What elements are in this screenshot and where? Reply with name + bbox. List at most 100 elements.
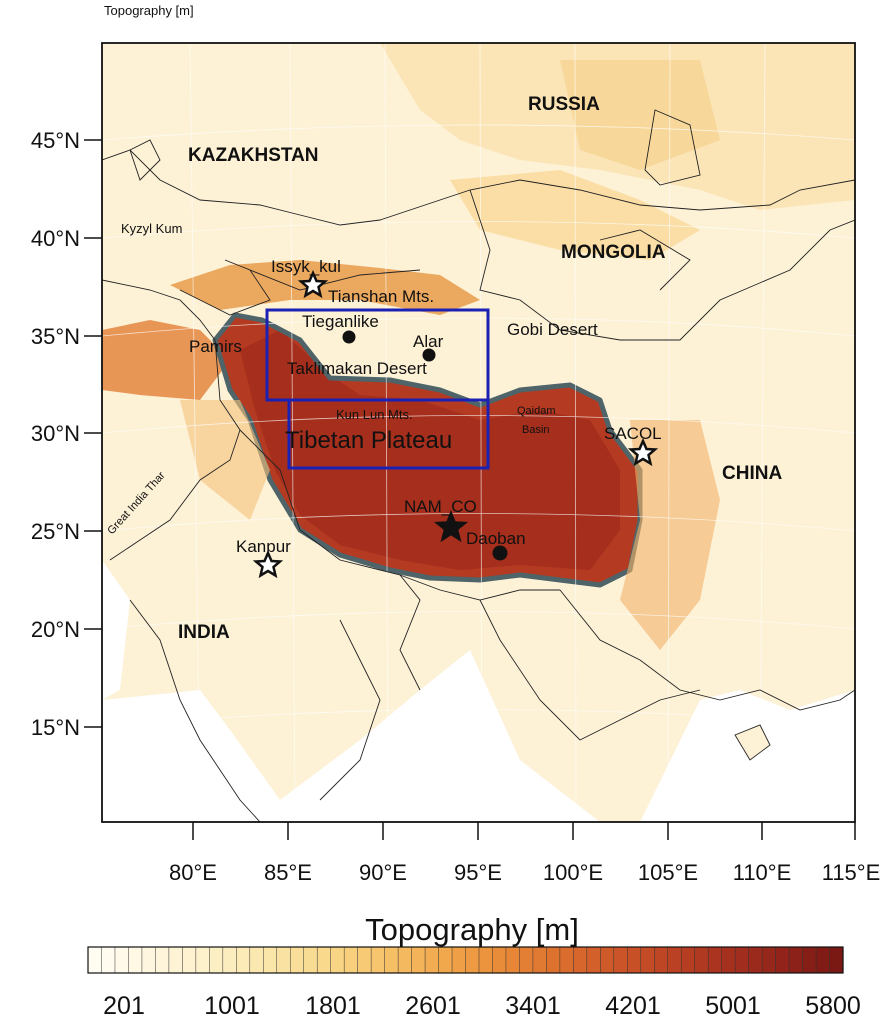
label-tianshan: Tianshan Mts. <box>328 287 434 306</box>
lat-tick-35: 35°N <box>31 324 80 349</box>
label-daoban: Daoban <box>466 529 526 548</box>
colorbar-cell <box>182 946 197 974</box>
lat-tick-20: 20°N <box>31 617 80 642</box>
lon-tick-90: 90°E <box>359 860 407 885</box>
colorbar-cell <box>303 946 318 974</box>
sayan-region <box>560 60 720 170</box>
colorbar-cell <box>411 946 426 974</box>
colorbar-label-201: 201 <box>103 992 145 1020</box>
alar-marker <box>422 348 436 362</box>
colorbar-cell <box>276 946 291 974</box>
colorbar-cell <box>694 946 709 974</box>
colorbar-cell <box>788 946 804 974</box>
china-slopes <box>620 420 720 650</box>
label-kunlun: Kun Lun Mts. <box>336 407 413 422</box>
label-mongolia: MONGOLIA <box>561 242 666 263</box>
lat-tick-15: 15°N <box>31 715 80 740</box>
colorbar-label-5001: 5001 <box>705 992 761 1020</box>
colorbar-cell <box>465 946 480 974</box>
colorbar-cell <box>829 946 844 974</box>
tianshan-range <box>170 260 480 315</box>
lon-tick-85: 85°E <box>264 860 312 885</box>
colorbar-cell <box>573 946 588 974</box>
colorbar-cell <box>249 946 264 974</box>
colorbar-cell <box>316 946 332 974</box>
colorbar-cell <box>586 946 601 974</box>
colorbar-cell <box>330 946 345 974</box>
colorbar-cell <box>627 946 642 974</box>
country-borders <box>102 109 855 822</box>
colorbar-cell <box>775 946 790 974</box>
tieganlike-marker <box>342 330 356 344</box>
label-gobi: Gobi Desert <box>507 320 598 339</box>
colorbar-cell <box>289 946 305 974</box>
graticule <box>102 43 855 822</box>
colorbar-cell <box>492 946 507 974</box>
colorbar-cell <box>734 946 750 974</box>
colorbar-cell <box>546 946 561 974</box>
daoban-marker <box>492 545 508 561</box>
label-tieganlike: Tieganlike <box>302 312 379 331</box>
colorbar-cell <box>519 946 534 974</box>
colorbar-label-1801: 1801 <box>305 992 361 1020</box>
colorbar-cell <box>667 946 682 974</box>
label-issyk-kul: Issyk_kul <box>271 257 341 276</box>
lon-axis: 80°E 85°E 90°E 95°E 100°E 105°E 110°E 11… <box>169 822 880 885</box>
colorbar-cell <box>707 946 723 974</box>
colorbar-cell <box>370 946 386 974</box>
colorbar-cell <box>195 946 210 974</box>
colorbar-cell <box>478 946 494 974</box>
colorbar-cell <box>397 946 413 974</box>
colorbar-cell <box>815 946 831 974</box>
label-tibetan-plateau: Tibetan Plateau <box>285 427 452 454</box>
colorbar-label-1001: 1001 <box>204 992 260 1020</box>
colorbar-label-3401: 3401 <box>505 992 561 1020</box>
colorbar-cell <box>721 946 736 974</box>
colorbar-cell <box>141 946 156 974</box>
colorbar-cell <box>505 946 520 974</box>
western-himalaya <box>180 400 270 520</box>
colorbar-cell <box>640 946 655 974</box>
kanpur-star <box>252 549 284 579</box>
label-kanpur: Kanpur <box>236 537 291 556</box>
label-russia: RUSSIA <box>528 94 600 115</box>
colorbar-label-2601: 2601 <box>405 992 461 1020</box>
colorbar-labels: 201 1001 1801 2601 3401 4201 5001 5800 <box>103 992 861 1020</box>
colorbar-label-5800: 5800 <box>805 992 861 1020</box>
hainan-island <box>734 724 771 761</box>
colorbar-cell <box>451 946 467 974</box>
colorbar <box>87 946 844 974</box>
pamirs-hindukush <box>102 320 230 400</box>
nam-co-star <box>434 509 468 543</box>
lat-axis: 45°N 40°N 35°N 30°N 25°N 20°N 15°N <box>31 128 102 740</box>
label-nam-co: NAM_CO <box>404 497 477 516</box>
tibet-box <box>287 398 490 470</box>
colorbar-cell <box>209 946 224 974</box>
colorbar-cell <box>532 946 547 974</box>
label-alar: Alar <box>413 332 444 351</box>
colorbar-cell <box>222 946 237 974</box>
map-body: RUSSIA KAZAKHSTAN MONGOLIA CHINA INDIA K… <box>102 43 855 822</box>
colorbar-cell <box>761 946 777 974</box>
lon-tick-110: 110°E <box>733 860 792 885</box>
label-kyzyl-kum: Kyzyl Kum <box>121 221 182 236</box>
lat-tick-45: 45°N <box>31 128 80 153</box>
colorbar-cell <box>654 946 669 974</box>
colorbar-cell <box>748 946 763 974</box>
lat-tick-25: 25°N <box>31 519 80 544</box>
colorbar-cell <box>87 946 103 974</box>
label-taklimakan: Taklimakan Desert <box>287 359 427 378</box>
lat-tick-30: 30°N <box>31 421 80 446</box>
colorbar-cell <box>600 946 615 974</box>
issyk-kul-star <box>297 269 329 299</box>
colorbar-cell <box>155 946 170 974</box>
colorbar-cell <box>168 946 183 974</box>
lat-tick-40: 40°N <box>31 226 80 251</box>
tibetan-plateau-core <box>240 330 620 570</box>
label-india: INDIA <box>178 622 230 643</box>
label-qaidam-basin: Basin <box>522 424 550 436</box>
colorbar-cell <box>613 946 628 974</box>
figure-title: Topography [m] <box>104 3 194 18</box>
colorbar-title: Topography [m] <box>365 912 579 947</box>
